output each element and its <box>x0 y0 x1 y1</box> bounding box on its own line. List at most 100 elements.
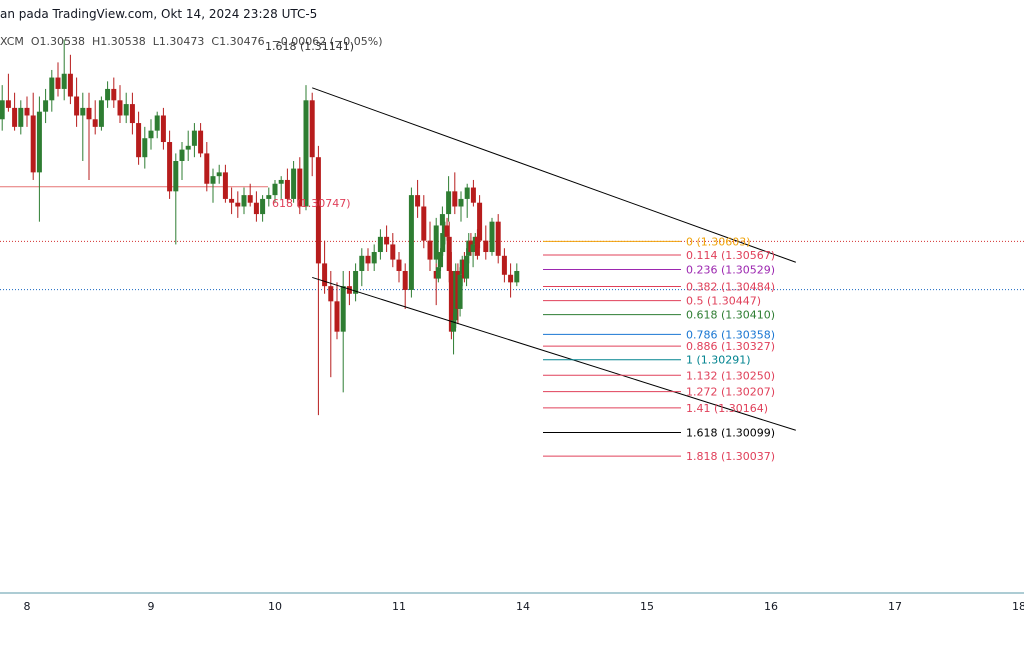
x-tick-label: 9 <box>148 600 155 613</box>
candle-body <box>353 270 359 294</box>
candle-body <box>160 115 166 143</box>
candle-body <box>210 176 216 184</box>
x-tick-label: 16 <box>764 600 778 613</box>
candle-body <box>440 233 446 253</box>
candle-body <box>448 270 454 332</box>
candle-body <box>111 88 117 101</box>
candle-body <box>222 172 228 199</box>
candle-body <box>241 195 247 207</box>
candle-body <box>457 274 463 309</box>
candle-body <box>247 195 253 203</box>
fib-level-label: 1.618 (1.30099) <box>686 427 775 440</box>
candle-body <box>43 100 49 112</box>
fib-level-label: 0.786 (1.30358) <box>686 328 775 341</box>
candle-body <box>86 107 92 120</box>
candle-body <box>260 198 266 215</box>
candle-body <box>216 172 222 177</box>
fib-level-label: 0 (1.30603) <box>686 235 751 248</box>
x-tick-label: 17 <box>888 600 902 613</box>
candle-body <box>427 240 433 260</box>
candle-body <box>74 96 80 116</box>
candle-body <box>328 286 334 302</box>
fib-level-label: 0.618 (1.30410) <box>686 309 775 322</box>
fib-level-label: 1.818 (1.30037) <box>686 450 775 463</box>
fib-level-label: 1.272 (1.30207) <box>686 386 775 399</box>
candle-body <box>446 236 452 271</box>
candle-body <box>36 111 42 173</box>
candle-body <box>464 187 470 199</box>
candle-body <box>235 202 241 207</box>
channel-lower-line <box>312 276 796 431</box>
candle-body <box>371 252 377 264</box>
candle-body <box>489 221 495 253</box>
candle-body <box>415 195 421 207</box>
candle-body <box>117 100 123 116</box>
candle-body <box>464 255 470 279</box>
candle-body <box>477 202 483 241</box>
candle-body <box>291 168 297 199</box>
candle-body <box>435 267 441 279</box>
ohlc-readout: XCM O1.30538 H1.30538 L1.30473 C1.30476 … <box>0 35 383 48</box>
x-tick-label: 18 <box>1012 600 1024 613</box>
x-tick-label: 14 <box>516 600 530 613</box>
candle-body <box>458 198 464 207</box>
mid-fib-label: 618 (1.30747) <box>272 197 351 210</box>
candle-body <box>5 100 11 108</box>
candle-body <box>303 100 309 207</box>
candle-body <box>191 130 197 146</box>
candle-body <box>142 138 148 158</box>
channel-upper-line <box>312 87 796 263</box>
candle-body <box>284 179 290 199</box>
candle-body <box>123 104 129 116</box>
candle-body <box>334 301 340 332</box>
candle-body <box>452 191 458 207</box>
candle-body <box>67 73 73 97</box>
horizontal-levels <box>0 186 1024 291</box>
candle-body <box>98 100 104 127</box>
candle-body <box>474 236 480 256</box>
candle-body <box>451 320 457 332</box>
x-tick-label: 11 <box>392 600 406 613</box>
candle-body <box>439 214 445 226</box>
fib-level-label: 1.41 (1.30164) <box>686 402 768 415</box>
candle-body <box>92 119 98 127</box>
candle-body <box>508 274 514 283</box>
x-tick-label: 8 <box>24 600 31 613</box>
candle-body <box>12 107 18 127</box>
candle-body <box>253 202 259 215</box>
candle-body <box>154 115 160 131</box>
candle-body <box>408 195 414 290</box>
fib-level-label: 0.382 (1.30484) <box>686 281 775 294</box>
candle-body <box>390 244 396 260</box>
candle-body <box>229 198 235 203</box>
candle-body <box>80 107 86 116</box>
fib-level-label: 0.114 (1.30567) <box>686 249 775 262</box>
candle-body <box>346 286 352 294</box>
x-tick-label: 10 <box>268 600 282 613</box>
candle-body <box>514 270 520 283</box>
candle-body <box>179 149 185 161</box>
candle-body <box>278 179 284 184</box>
candle-body <box>148 130 154 139</box>
candle-body <box>297 168 303 207</box>
candle-body <box>266 195 272 199</box>
candle-body <box>173 160 179 192</box>
candle-body <box>421 206 427 241</box>
candle-body <box>470 244 476 253</box>
candle-body <box>185 145 191 150</box>
candle-body <box>438 252 444 268</box>
fib-level-label: 1.132 (1.30250) <box>686 369 775 382</box>
candle-body <box>384 236 390 245</box>
fib-level-label: 0.886 (1.30327) <box>686 340 775 353</box>
candle-body <box>402 270 408 290</box>
fib-level-label: 0.236 (1.30529) <box>686 263 775 276</box>
fib-level-label: 1 (1.30291) <box>686 354 751 367</box>
candle-body <box>483 240 489 253</box>
overlay-fib-label: 1.618 (1.31141) <box>265 40 355 53</box>
fib-level-label: 0.5 (1.30447) <box>686 295 761 308</box>
candle-body <box>61 73 67 89</box>
candle-body <box>444 225 450 237</box>
candle-body <box>365 255 371 264</box>
